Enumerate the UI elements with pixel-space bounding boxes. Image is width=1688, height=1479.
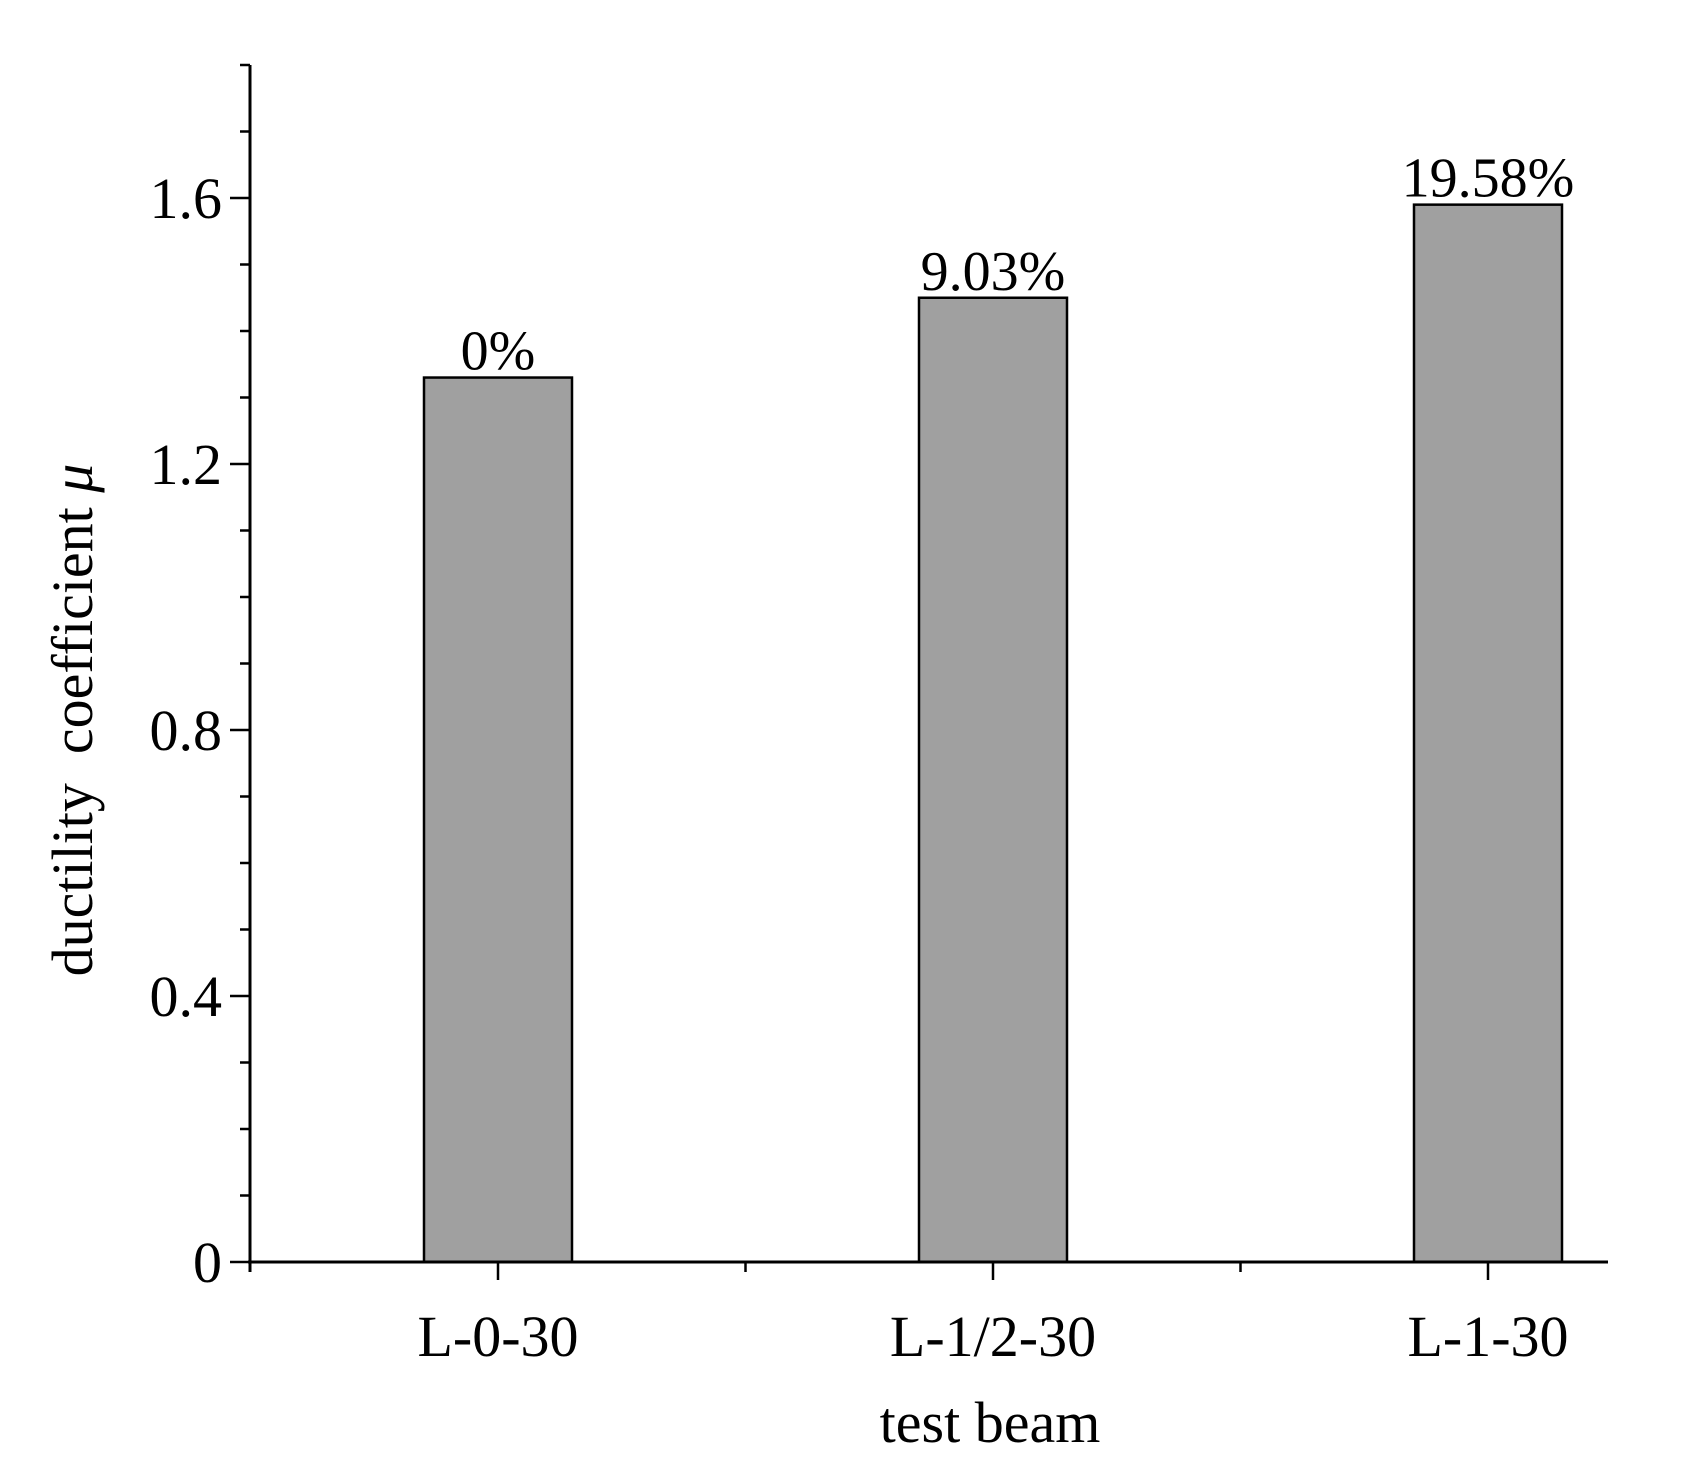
y-tick-label: 1.6 bbox=[150, 166, 223, 231]
data-label-3: 19.58% bbox=[1402, 148, 1575, 210]
x-tick-label-1: L-0-30 bbox=[417, 1304, 578, 1369]
y-tick-label: 0 bbox=[193, 1230, 222, 1295]
y-tick-label: 1.2 bbox=[150, 432, 223, 497]
bars-layer bbox=[422, 203, 1564, 1264]
x-tick-label-2: L-1/2-30 bbox=[890, 1304, 1096, 1369]
axes-layer bbox=[230, 63, 1608, 1280]
y-axis-title: ductility coefficient μ bbox=[40, 464, 105, 977]
bar-2 bbox=[917, 296, 1069, 1264]
data-label-2: 9.03% bbox=[921, 241, 1066, 303]
labels-layer: 0% 9.03% 19.58% 0 0.4 0.8 1.2 1.6 L-0-30 L-1/2-30… bbox=[150, 148, 1575, 1369]
bar-3 bbox=[1412, 203, 1564, 1264]
y-tick-label: 0.4 bbox=[150, 964, 223, 1029]
bar-1 bbox=[422, 376, 574, 1264]
y-axis-title-symbol: μ bbox=[40, 464, 105, 494]
y-tick-label: 0.8 bbox=[150, 698, 223, 763]
x-axis-title: test beam bbox=[880, 1390, 1101, 1455]
data-label-1: 0% bbox=[461, 321, 536, 383]
y-axis-title-text: ductility coefficient bbox=[40, 493, 105, 977]
x-tick-label-3: L-1-30 bbox=[1407, 1304, 1568, 1369]
